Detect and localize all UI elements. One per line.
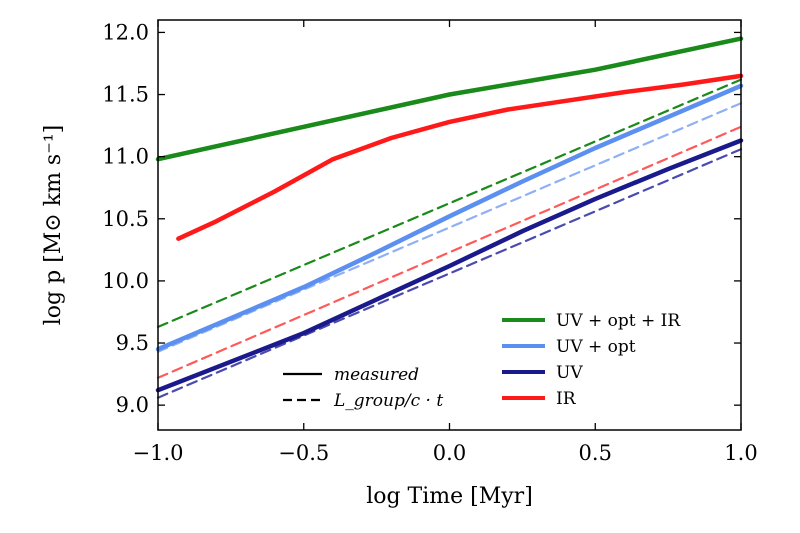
- series-line-4-dashed: [156, 78, 743, 328]
- x-axis-label: log Time [Myr]: [366, 484, 533, 509]
- x-tick-label: −1.0: [133, 441, 184, 465]
- y-tick-label: 10.5: [102, 207, 149, 231]
- legend-label: UV + opt + IR: [556, 311, 681, 331]
- series-line-6-dashed: [156, 125, 743, 379]
- y-axis-label: log p [M⊙ km s⁻¹]: [41, 125, 66, 325]
- plot-frame: [157, 19, 742, 431]
- legend-label: UV: [556, 363, 583, 383]
- series-line-2: [155, 138, 744, 393]
- y-tick-label: 9.0: [116, 393, 149, 417]
- y-tick-label: 11.0: [102, 145, 149, 169]
- series-line-1: [155, 83, 744, 352]
- x-tick-label: 0.5: [579, 441, 612, 465]
- y-tick-label: 10.0: [102, 269, 149, 293]
- style-legend-label: L_group/c · t: [333, 391, 443, 411]
- x-tick-label: 1.0: [724, 441, 757, 465]
- y-tick-label: 9.5: [116, 331, 149, 355]
- series-line-3: [176, 73, 744, 241]
- style-legend: measured L_group/c · t: [283, 365, 443, 411]
- series-layer: [155, 36, 744, 399]
- legend-label: IR: [556, 389, 577, 409]
- y-tick-label: 11.5: [102, 83, 149, 107]
- legend-label: UV + opt: [556, 337, 636, 357]
- series-line-0: [155, 36, 744, 162]
- ticks-layer: −1.0 −0.5 0.0 0.5 1.0 9.0 9.5 10.0 10.5 11.0 11.5 1…: [102, 20, 758, 465]
- style-legend-label: measured: [334, 365, 419, 385]
- legend: UV + opt + IR UV + opt UV IR: [502, 311, 681, 409]
- x-tick-label: 0.0: [433, 441, 466, 465]
- y-tick-label: 12.0: [102, 20, 149, 44]
- x-tick-label: −0.5: [278, 441, 329, 465]
- series-line-7-dashed: [156, 148, 743, 399]
